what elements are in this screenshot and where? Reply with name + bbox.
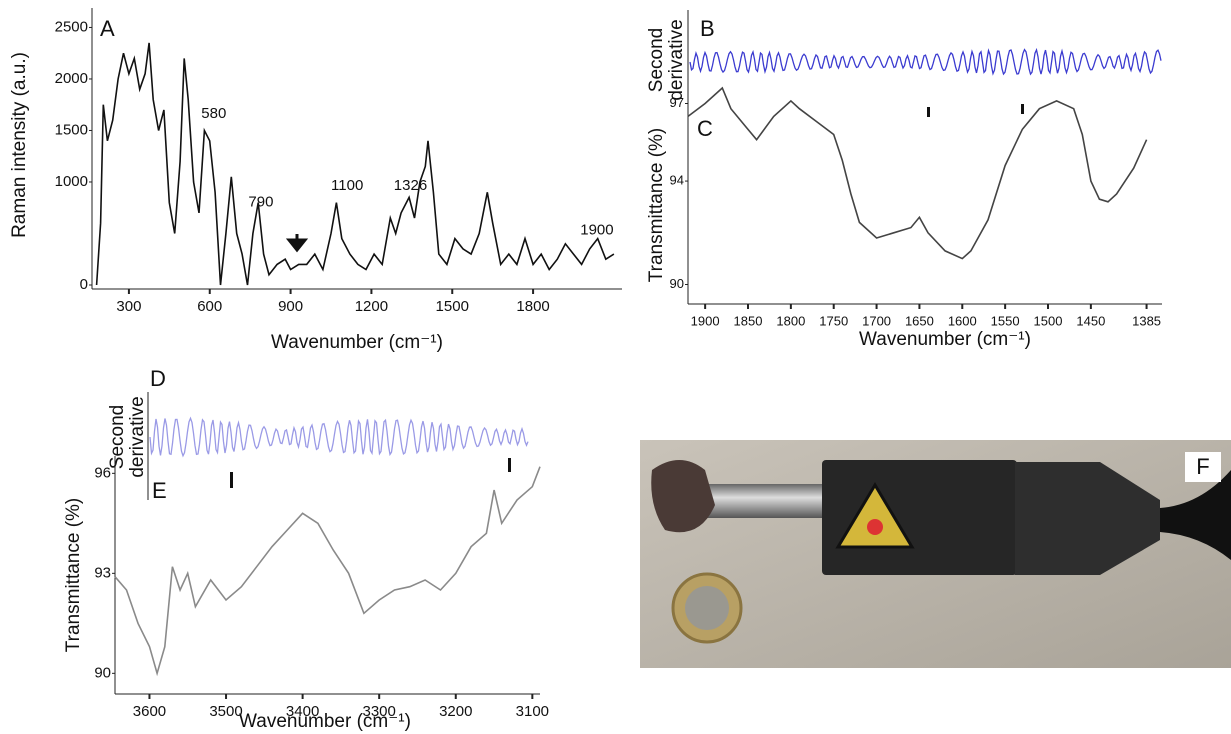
- x-tick-label: 300: [116, 298, 141, 315]
- panel-letter: E: [152, 478, 167, 503]
- y-axis-label: Second: [646, 28, 667, 92]
- x-tick-label: 1500: [436, 298, 469, 315]
- x-tick-label: 1450: [1076, 313, 1105, 328]
- warning-sign: [835, 482, 915, 549]
- x-tick-label: 900: [278, 298, 303, 315]
- y-tick-label: 90: [94, 664, 111, 681]
- peak-label: 1900: [580, 221, 613, 238]
- probe-body: [822, 460, 1017, 575]
- marker: [927, 107, 930, 117]
- panel-letter: C: [697, 116, 713, 141]
- letter-box: [1185, 452, 1221, 482]
- x-tick-label: 1500: [1034, 313, 1063, 328]
- y-axis-label: Raman intensity (a.u.): [9, 52, 30, 238]
- y-axis-label: derivative: [127, 396, 148, 477]
- peak-label: 1100: [331, 177, 363, 194]
- x-tick-label: 1800: [776, 313, 805, 328]
- arrow: [285, 234, 309, 253]
- probe-tube: [700, 484, 830, 518]
- x-tick-label: 3100: [516, 703, 549, 720]
- y-tick-label: 96: [94, 464, 111, 481]
- x-tick-label: 1200: [355, 298, 388, 315]
- y-tick-label: 90: [670, 276, 684, 291]
- peak-label: 580: [201, 105, 226, 122]
- x-tick-label: 1850: [734, 313, 763, 328]
- x-tick-label: 1385: [1132, 313, 1161, 328]
- cable: [1160, 470, 1231, 560]
- spectrum-line: [95, 42, 615, 286]
- marker: [1021, 104, 1024, 114]
- x-tick-label: 600: [197, 298, 222, 315]
- x-tick-label: 3400: [286, 703, 319, 720]
- peak-label: 790: [248, 194, 273, 211]
- x-axis-label: Wavenumber (cm⁻¹): [239, 711, 411, 732]
- x-tick-label: 1650: [905, 313, 934, 328]
- x-tick-label: 1700: [862, 313, 891, 328]
- x-axis-label: Wavenumber (cm⁻¹): [271, 332, 443, 353]
- derivative-panel-b: B Second derivative: [646, 10, 1162, 117]
- panel-letter: D: [150, 366, 166, 391]
- photo: F: [640, 440, 1231, 668]
- x-tick-label: 1900: [691, 313, 720, 328]
- y-tick-label: 2500: [55, 18, 88, 35]
- x-tick-label: 3600: [133, 703, 166, 720]
- y-tick-label: 1000: [55, 173, 88, 190]
- y-axis-label: derivative: [666, 19, 687, 100]
- y-tick-label: 2000: [55, 70, 88, 87]
- x-tick-label: 1550: [991, 313, 1020, 328]
- x-tick-label: 1750: [819, 313, 848, 328]
- x-tick-label: 3200: [439, 703, 472, 720]
- derivative-trace: [689, 47, 1162, 76]
- spectrum-line: [114, 466, 541, 677]
- rock: [651, 460, 715, 533]
- x-tick-label: 3300: [363, 703, 396, 720]
- y-tick-label: 94: [670, 173, 684, 188]
- y-tick-label: 0: [80, 276, 88, 293]
- panel-letter: F: [1196, 454, 1209, 479]
- marker: [230, 472, 233, 488]
- spectrum-line: [687, 86, 1148, 260]
- derivative-trace: [149, 416, 529, 458]
- x-axis-label: Wavenumber (cm⁻¹): [859, 329, 1031, 350]
- y-tick-label: 1500: [55, 121, 88, 138]
- x-tick-label: 1600: [948, 313, 977, 328]
- derivative-panel-d: D Second derivative: [107, 366, 529, 500]
- y-axis-label: Transmittance (%): [646, 128, 667, 283]
- y-axis-label: Second: [107, 405, 128, 469]
- x-tick-label: 1800: [516, 298, 549, 315]
- laser-icon: [867, 519, 883, 535]
- probe-head: [1015, 462, 1160, 575]
- panel-letter: A: [100, 16, 115, 41]
- y-axis-label: Transmittance (%): [63, 498, 84, 653]
- y-tick-label: 97: [670, 95, 684, 110]
- panel-letter: B: [700, 16, 715, 41]
- x-tick-label: 3500: [209, 703, 242, 720]
- marker: [508, 458, 511, 472]
- peak-label: 1326: [394, 177, 427, 194]
- y-tick-label: 93: [94, 564, 111, 581]
- coin-center: [685, 586, 729, 630]
